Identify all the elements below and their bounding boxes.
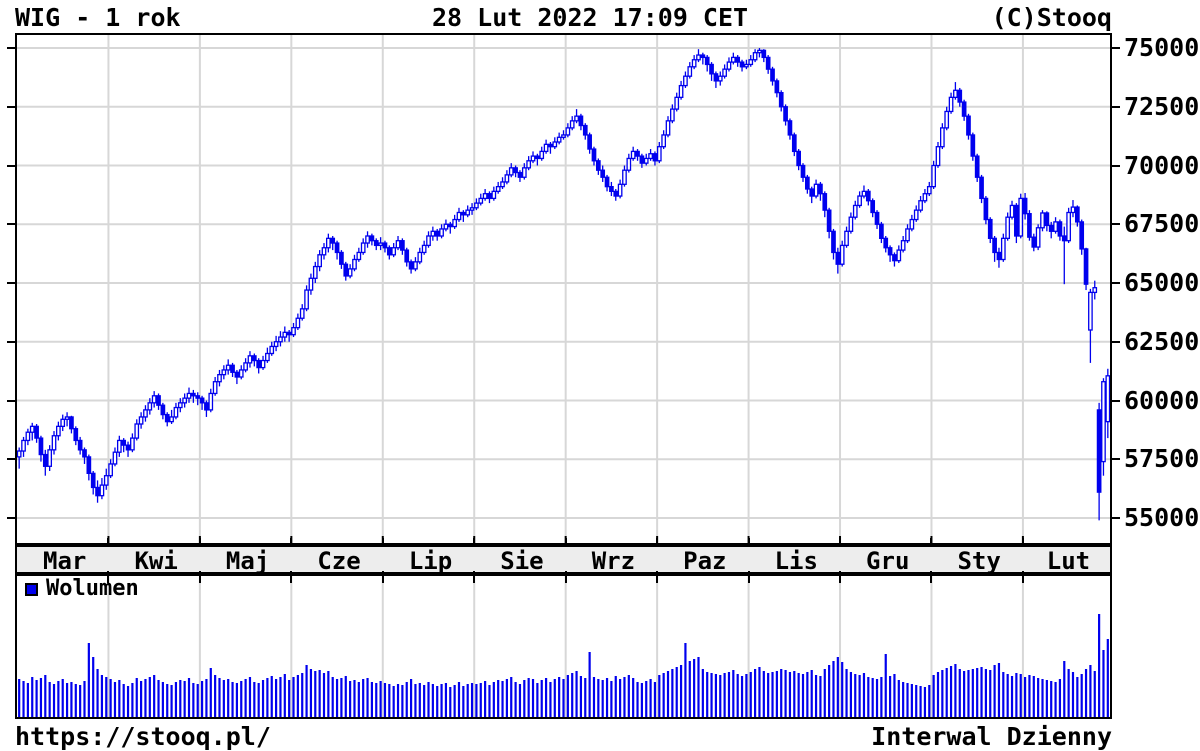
month-label-gru: Gru <box>866 547 910 575</box>
y-axis-tick <box>7 399 15 402</box>
month-boundary-tick <box>656 538 659 547</box>
y-axis-label: 67500 <box>1124 209 1200 239</box>
y-axis-tick <box>7 164 15 167</box>
month-boundary-tick <box>290 538 293 547</box>
y-axis-tick <box>7 517 15 519</box>
month-boundary-tick <box>564 538 567 547</box>
month-boundary-tick <box>747 571 750 583</box>
month-boundary-tick <box>1021 571 1024 583</box>
month-label-sie: Sie <box>500 547 544 575</box>
month-boundary-tick <box>198 538 201 547</box>
y-axis-label: 57500 <box>1124 444 1200 474</box>
month-boundary-tick <box>381 571 384 583</box>
footer-interval-label: Interwal Dzienny <box>871 722 1112 751</box>
y-axis-tick <box>7 47 15 49</box>
y-axis-label: 75000 <box>1124 33 1200 62</box>
y-axis-tick <box>1112 458 1120 461</box>
y-axis-tick <box>7 458 15 461</box>
month-label-mar: Mar <box>43 547 87 575</box>
y-axis-tick <box>7 105 15 108</box>
month-boundary-tick <box>198 571 201 583</box>
chart-datetime: 28 Lut 2022 17:09 CET <box>432 3 749 32</box>
month-boundary-tick <box>747 538 750 547</box>
month-boundary-tick <box>473 538 476 547</box>
month-boundary-tick <box>107 538 110 547</box>
month-boundary-tick <box>930 538 933 547</box>
month-boundary-tick <box>107 571 110 583</box>
y-axis-tick <box>1112 223 1120 226</box>
y-axis-tick <box>1112 340 1120 343</box>
volume-legend: Wolumen <box>25 576 139 601</box>
month-label-kwi: Kwi <box>134 547 178 575</box>
y-axis-tick <box>1112 105 1120 108</box>
y-axis-tick <box>7 223 15 226</box>
volume-panel: Wolumen <box>15 574 1112 719</box>
y-axis-tick <box>1112 517 1120 519</box>
month-label-lut: Lut <box>1046 547 1091 575</box>
y-axis-tick <box>7 340 15 343</box>
month-axis-strip: Mar Kwi Maj Cze Lip Sie Wrz Paz Lis Gru Sty Lut <box>15 545 1112 575</box>
month-boundary-tick <box>473 571 476 583</box>
month-label-lis: Lis <box>774 547 818 575</box>
month-boundary-tick <box>1021 538 1024 547</box>
y-axis-label: 65000 <box>1124 268 1200 297</box>
month-label-sty: Sty <box>957 547 1001 575</box>
month-label-maj: Maj <box>225 547 270 575</box>
month-boundary-tick <box>656 571 659 583</box>
month-label-cze: Cze <box>317 547 361 575</box>
y-axis-label: 55000 <box>1124 503 1200 532</box>
month-boundary-tick <box>381 538 384 547</box>
volume-swatch-icon <box>25 582 38 596</box>
volume-legend-label: Wolumen <box>46 576 139 601</box>
price-chart-panel <box>15 33 1112 545</box>
month-label-wrz: Wrz <box>591 547 636 575</box>
chart-title: WIG - 1 rok <box>15 3 181 32</box>
month-boundary-tick <box>839 538 842 547</box>
candlestick-chart <box>17 35 1110 543</box>
y-axis-tick <box>1112 164 1120 167</box>
y-axis-tick <box>1112 282 1120 284</box>
y-axis-label: 72500 <box>1124 91 1200 121</box>
y-axis-label: 60000 <box>1124 385 1200 415</box>
y-axis-label: 62500 <box>1124 326 1200 356</box>
y-axis-tick <box>7 282 15 284</box>
month-boundary-tick <box>290 571 293 583</box>
y-axis-tick <box>1112 399 1120 402</box>
copyright-label: (C)Stooq <box>991 3 1112 32</box>
month-boundary-tick <box>930 571 933 583</box>
month-label-paz: Paz <box>683 547 727 575</box>
month-boundary-tick <box>564 571 567 583</box>
volume-bars-chart <box>18 576 1109 717</box>
y-axis-label: 70000 <box>1124 150 1200 180</box>
y-axis-tick <box>1112 47 1120 49</box>
month-boundary-tick <box>839 571 842 583</box>
month-label-lip: Lip <box>408 547 453 575</box>
footer-url: https://stooq.pl/ <box>15 722 271 751</box>
